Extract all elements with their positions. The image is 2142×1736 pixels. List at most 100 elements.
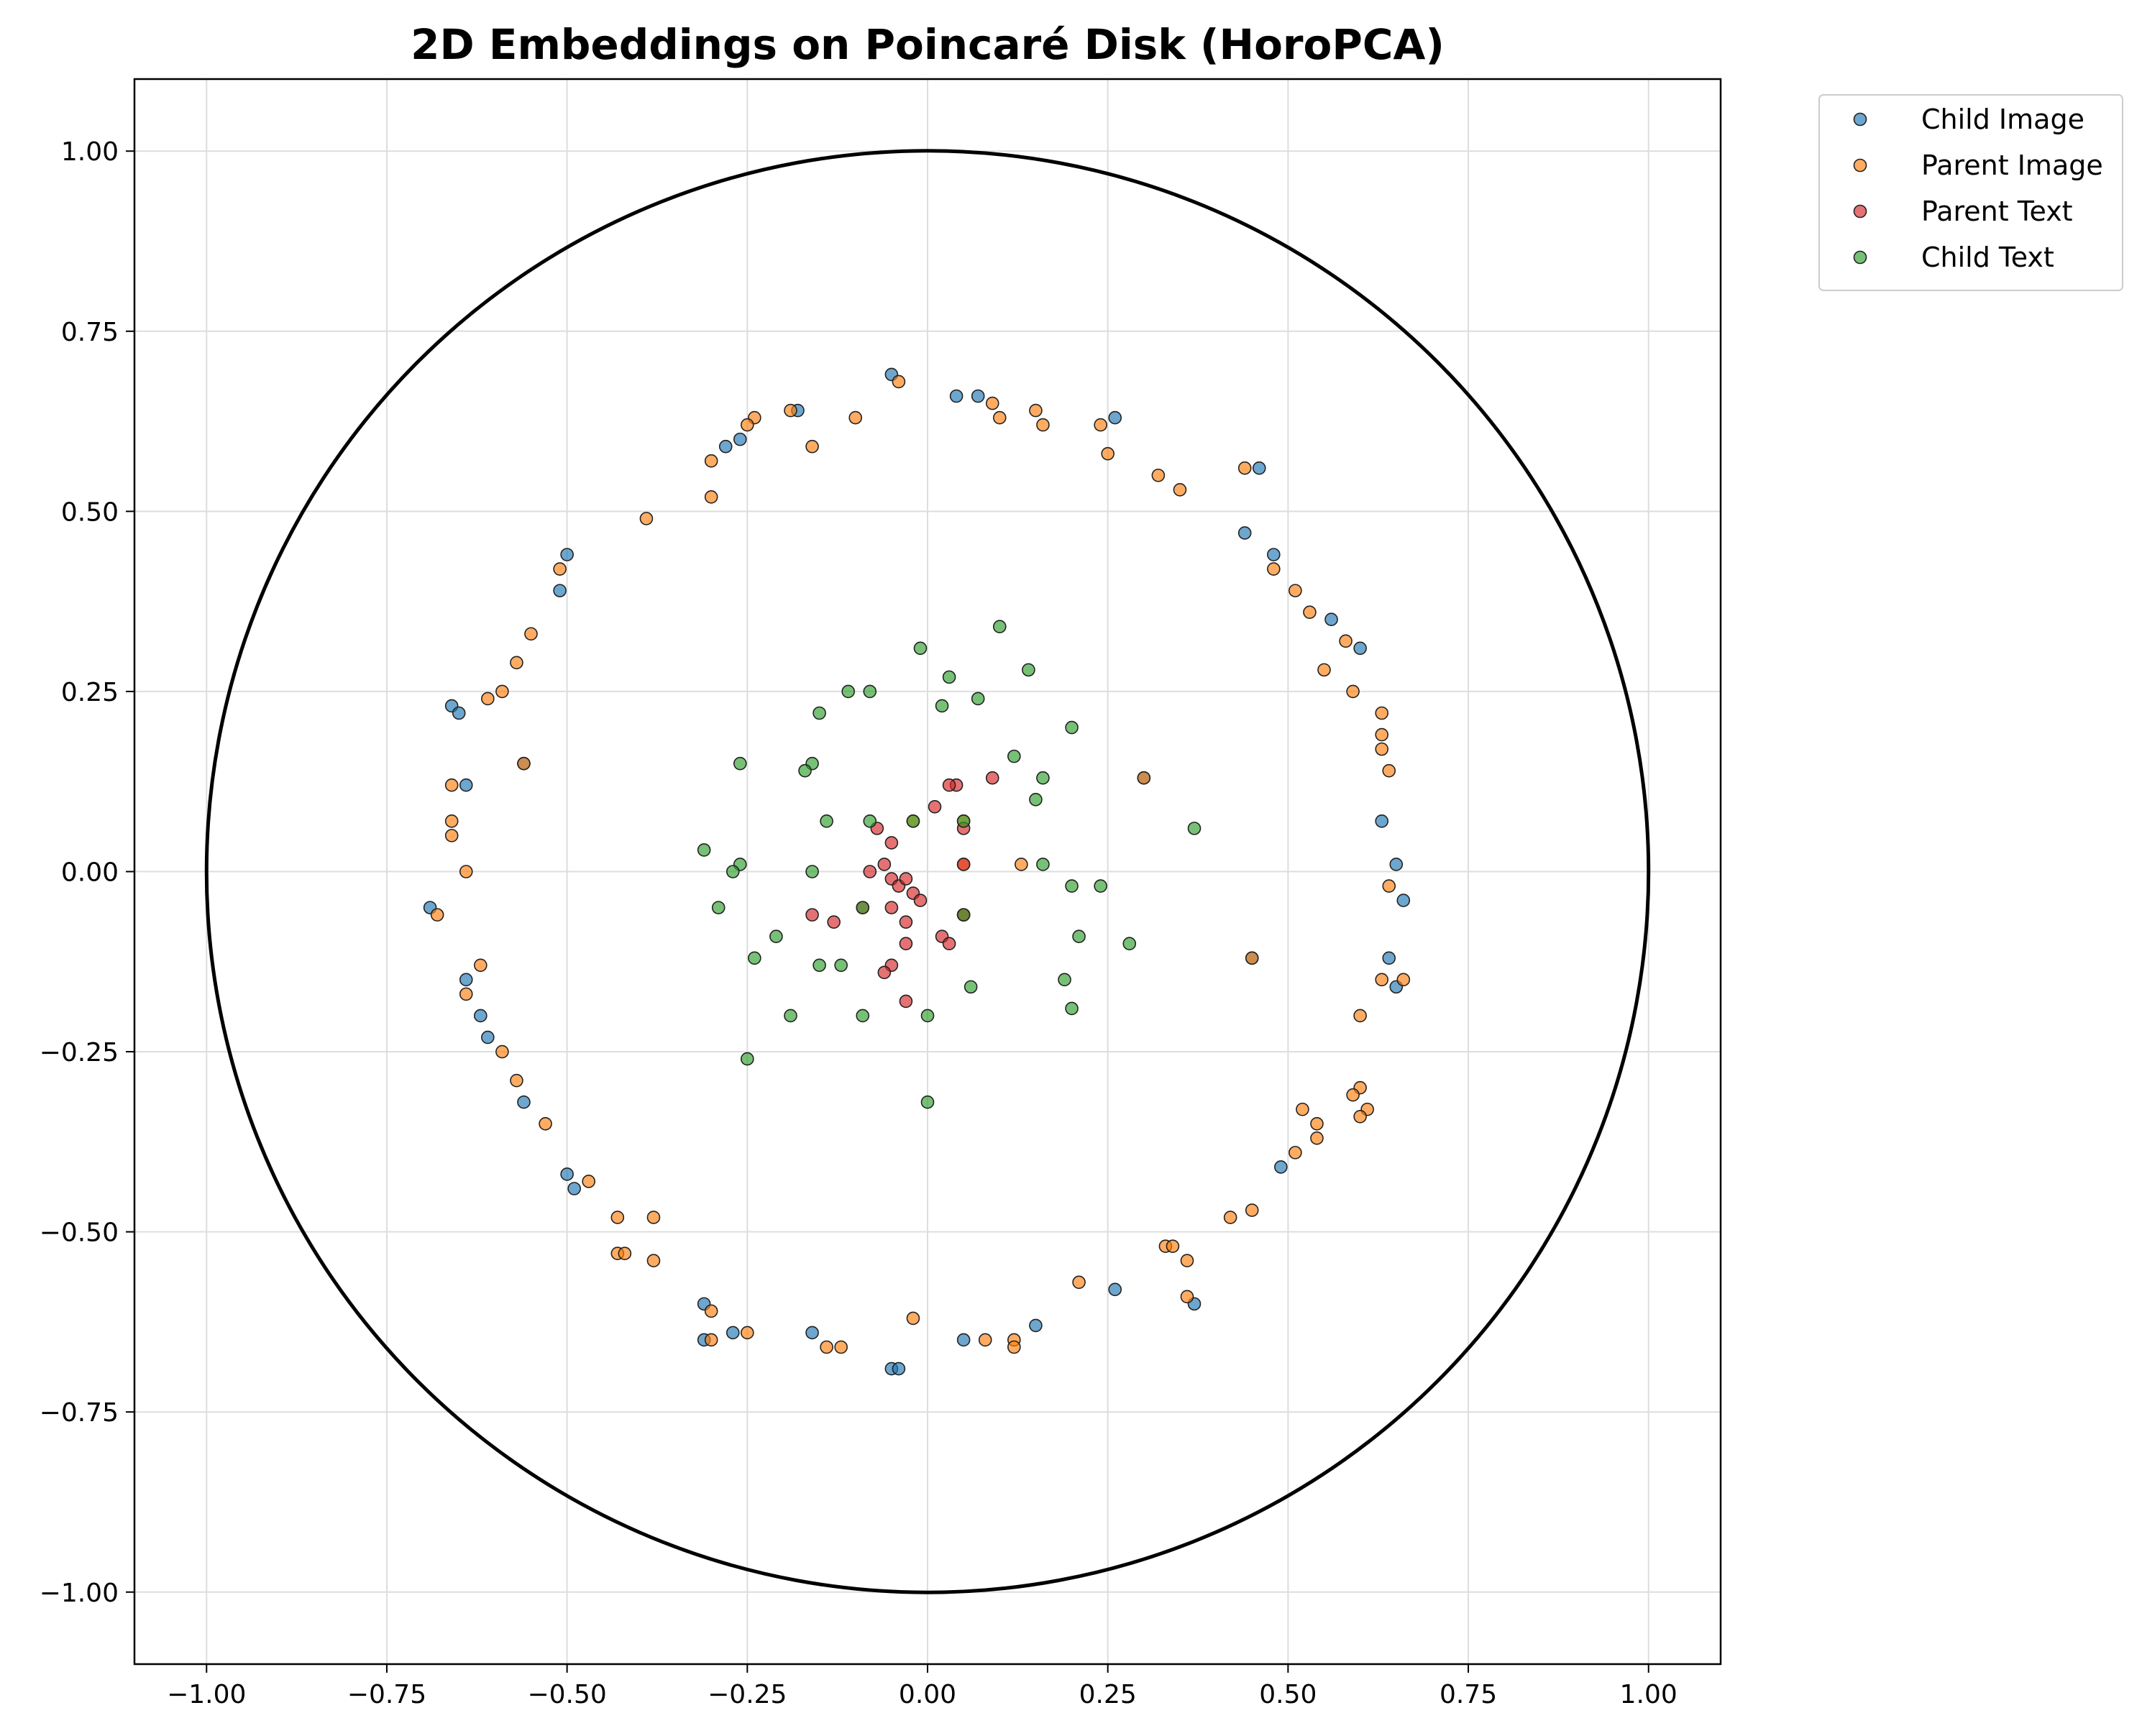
legend-label: Parent Text [1921, 196, 2073, 227]
data-point [1094, 879, 1107, 893]
data-point [834, 958, 848, 973]
data-point [582, 1175, 596, 1188]
data-point [495, 1044, 509, 1059]
data-point [1353, 1009, 1367, 1023]
data-point [1029, 792, 1043, 807]
data-point [813, 958, 826, 973]
legend-label: Parent Image [1921, 150, 2103, 181]
data-point [733, 756, 747, 771]
data-point [704, 454, 718, 468]
data-point [1173, 482, 1187, 497]
data-point [913, 894, 928, 907]
data-point [1007, 1340, 1021, 1354]
data-point [1389, 858, 1404, 871]
data-point [956, 1333, 971, 1347]
data-point [856, 901, 870, 914]
legend-label: Child Image [1921, 104, 2084, 135]
y-tick-label: −1.00 [40, 1579, 119, 1608]
data-point [1036, 771, 1050, 785]
data-point [877, 965, 892, 980]
data-point [920, 1009, 935, 1023]
data-point [805, 865, 819, 878]
data-point [1065, 720, 1079, 735]
x-tick-label: 0.25 [1079, 1680, 1137, 1709]
data-point [1310, 1116, 1324, 1131]
data-point [444, 778, 459, 792]
data-point [805, 1326, 819, 1340]
series-child-text [697, 620, 1202, 1109]
data-point [704, 490, 718, 504]
data-point [741, 418, 754, 432]
data-point [1166, 1239, 1180, 1253]
data-point [841, 684, 855, 699]
data-point [517, 1095, 531, 1109]
data-point [1382, 951, 1396, 965]
data-point [1382, 879, 1396, 893]
data-point [899, 915, 913, 929]
data-point [1303, 605, 1317, 619]
data-point [805, 908, 819, 922]
data-point [863, 814, 877, 828]
data-point [964, 980, 978, 994]
data-point [553, 562, 567, 576]
data-point [1274, 1160, 1288, 1174]
data-point [935, 699, 949, 713]
data-point [1267, 548, 1281, 561]
data-point [892, 1361, 906, 1376]
data-point [560, 1167, 574, 1181]
data-point [956, 858, 971, 871]
data-point [1029, 1318, 1043, 1333]
data-point [813, 706, 826, 720]
data-point [769, 929, 783, 944]
data-point [726, 865, 740, 878]
data-points [423, 367, 1411, 1376]
data-point [1339, 634, 1353, 648]
data-point [567, 1182, 581, 1195]
data-point [992, 620, 1007, 634]
x-tick-label: 0.50 [1259, 1680, 1317, 1709]
data-point [906, 814, 920, 828]
y-tick-label: 0.00 [61, 858, 119, 888]
data-point [1036, 858, 1050, 871]
unit-circle-layer [204, 149, 1651, 1594]
data-point [1289, 584, 1302, 597]
data-point [971, 389, 985, 403]
data-point [718, 439, 733, 454]
data-point [805, 439, 819, 454]
y-tick-label: 1.00 [61, 137, 119, 167]
data-point [733, 432, 747, 446]
data-point [834, 1340, 848, 1354]
data-point [1324, 612, 1338, 627]
data-point [704, 1304, 718, 1318]
data-point [1237, 461, 1252, 475]
data-point [1382, 763, 1396, 778]
data-point [920, 1095, 935, 1109]
data-point [1375, 706, 1389, 720]
data-point [1252, 461, 1266, 475]
data-point [553, 584, 567, 597]
data-point [444, 829, 459, 842]
x-tick-label: −0.50 [527, 1680, 606, 1709]
data-point [863, 684, 877, 699]
y-tick-label: 0.25 [61, 678, 119, 707]
data-point [956, 908, 971, 922]
data-point [820, 814, 833, 828]
data-point [942, 670, 956, 684]
data-point [949, 389, 964, 403]
data-point [1137, 771, 1151, 785]
data-point [1122, 937, 1137, 951]
chart-title: 2D Embeddings on Poincaré Disk (HoroPCA) [411, 20, 1445, 69]
data-point [1317, 663, 1331, 677]
data-point [1245, 951, 1259, 965]
data-point [1022, 663, 1035, 677]
data-point [1007, 749, 1021, 763]
data-point [459, 865, 473, 878]
data-point [474, 1009, 488, 1023]
data-point [1375, 727, 1389, 742]
legend-label: Child Text [1921, 242, 2054, 273]
data-point [618, 1246, 632, 1261]
data-point [726, 1326, 740, 1340]
data-point [784, 1009, 797, 1023]
